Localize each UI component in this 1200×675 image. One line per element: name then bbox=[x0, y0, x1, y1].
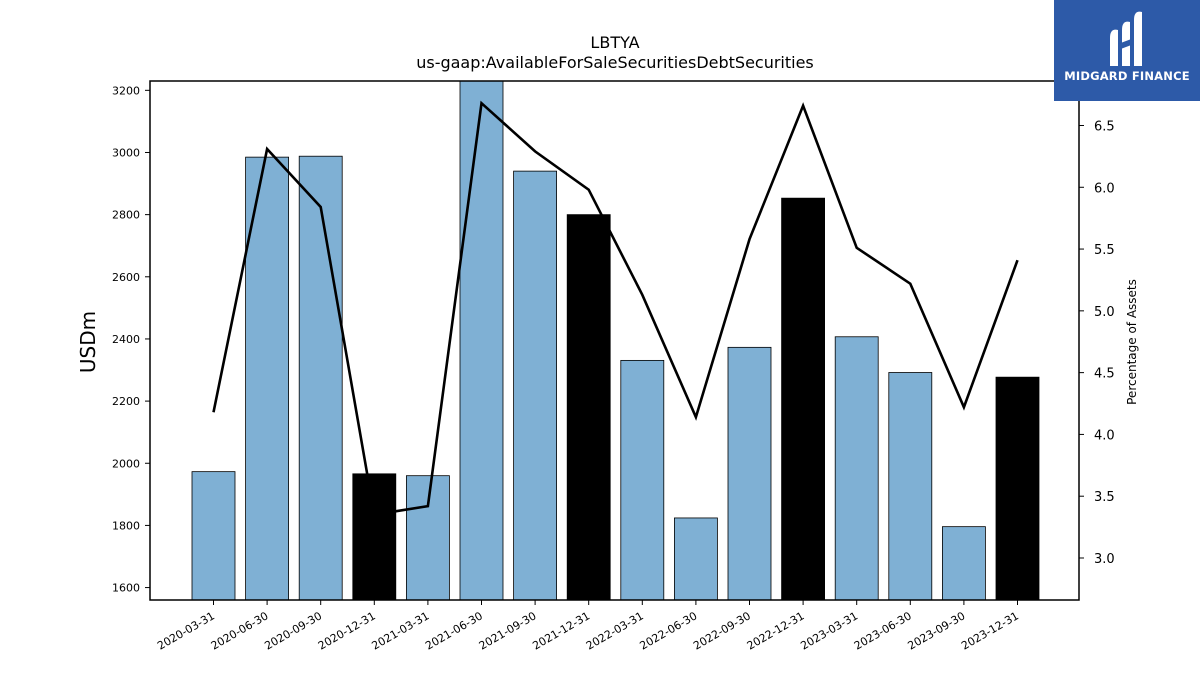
bar-2021-09-30 bbox=[513, 170, 557, 601]
bar-2020-06-30 bbox=[245, 156, 290, 601]
x-tick-label: 2020-06-30 bbox=[209, 609, 271, 652]
bar-2022-12-31 bbox=[781, 197, 825, 601]
x-axis: 2020-03-312020-06-302020-09-302020-12-31… bbox=[155, 600, 1021, 653]
bar-2022-06-30 bbox=[674, 517, 718, 601]
y-tick-label-left: 3000 bbox=[112, 146, 140, 159]
chart-title: LBTYA bbox=[590, 33, 639, 52]
x-tick-label: 2021-03-31 bbox=[370, 609, 432, 652]
y-tick-label-right: 5.5 bbox=[1094, 243, 1115, 258]
bar-2023-03-31 bbox=[834, 336, 879, 601]
y-tick-label-left: 1800 bbox=[112, 519, 140, 532]
x-tick-label: 2020-03-31 bbox=[155, 609, 217, 652]
y-tick-label-left: 2800 bbox=[112, 209, 140, 222]
y-tick-label-right: 3.5 bbox=[1094, 490, 1115, 505]
x-tick-label: 2022-12-31 bbox=[745, 609, 807, 652]
bar-2021-12-31 bbox=[566, 214, 611, 601]
y-tick-label-left: 1600 bbox=[112, 582, 140, 595]
y-tick-label-right: 6.5 bbox=[1094, 119, 1115, 134]
plot-frame bbox=[149, 80, 1080, 601]
y-tick-label-right: 4.0 bbox=[1094, 428, 1115, 443]
x-tick-label: 2023-03-31 bbox=[798, 609, 860, 652]
x-tick-label: 2021-06-30 bbox=[423, 609, 485, 652]
bar-2023-09-30 bbox=[942, 526, 986, 601]
x-tick-label: 2020-09-30 bbox=[262, 609, 324, 652]
x-tick-label: 2023-06-30 bbox=[852, 609, 914, 652]
logo-text: MIDGARD FINANCE bbox=[1064, 69, 1190, 83]
bar-2020-03-31 bbox=[191, 471, 236, 601]
x-tick-label: 2020-12-31 bbox=[316, 609, 378, 652]
x-tick-label: 2021-12-31 bbox=[530, 609, 592, 652]
midgard-logo-icon bbox=[1110, 11, 1142, 66]
bar-2021-03-31 bbox=[405, 475, 450, 601]
line-group bbox=[212, 100, 1019, 517]
y-axis-label-left: USDm bbox=[76, 311, 100, 373]
x-tick-label: 2022-03-31 bbox=[584, 609, 646, 652]
y-tick-label-left: 2400 bbox=[112, 333, 140, 346]
y-tick-label-left: 2000 bbox=[112, 457, 140, 470]
bar-2020-12-31 bbox=[352, 473, 397, 601]
x-tick-label: 2023-09-30 bbox=[906, 609, 968, 652]
bar-2022-03-31 bbox=[620, 359, 665, 601]
x-tick-label: 2022-09-30 bbox=[691, 609, 753, 652]
y-tick-label-right: 5.0 bbox=[1094, 305, 1115, 320]
bar-2023-06-30 bbox=[888, 372, 933, 601]
x-tick-label: 2022-06-30 bbox=[638, 609, 700, 652]
y-tick-label-left: 3200 bbox=[112, 84, 140, 97]
y-axis-label-right: Percentage of Assets bbox=[1125, 279, 1139, 405]
y-axis-right: 3.0 3.5 4.0 4.5 5.0 5.5 6.0 6.5 bbox=[1079, 119, 1115, 567]
y-tick-label-left: 2600 bbox=[112, 271, 140, 284]
y-axis-left: 1600 1800 2000 2200 2400 2600 2800 3000 3200 bbox=[112, 84, 150, 595]
chart-subtitle: us-gaap:AvailableForSaleSecuritiesDebtSe… bbox=[416, 53, 814, 72]
bar-2021-06-30 bbox=[459, 80, 504, 601]
bar-2023-12-31 bbox=[995, 376, 1040, 601]
y-tick-label-left: 2200 bbox=[112, 395, 140, 408]
y-tick-label-right: 3.0 bbox=[1094, 552, 1115, 567]
y-tick-label-right: 6.0 bbox=[1094, 181, 1115, 196]
bar-2022-09-30 bbox=[727, 346, 772, 601]
bar-2020-09-30 bbox=[298, 155, 343, 601]
x-tick-label: 2023-12-31 bbox=[959, 609, 1021, 652]
y-tick-label-right: 4.5 bbox=[1094, 367, 1115, 382]
bars-group bbox=[191, 80, 1040, 601]
brand-logo: MIDGARD FINANCE bbox=[1054, 0, 1200, 101]
percentage-line bbox=[212, 100, 1019, 517]
x-tick-label: 2021-09-30 bbox=[477, 609, 539, 652]
